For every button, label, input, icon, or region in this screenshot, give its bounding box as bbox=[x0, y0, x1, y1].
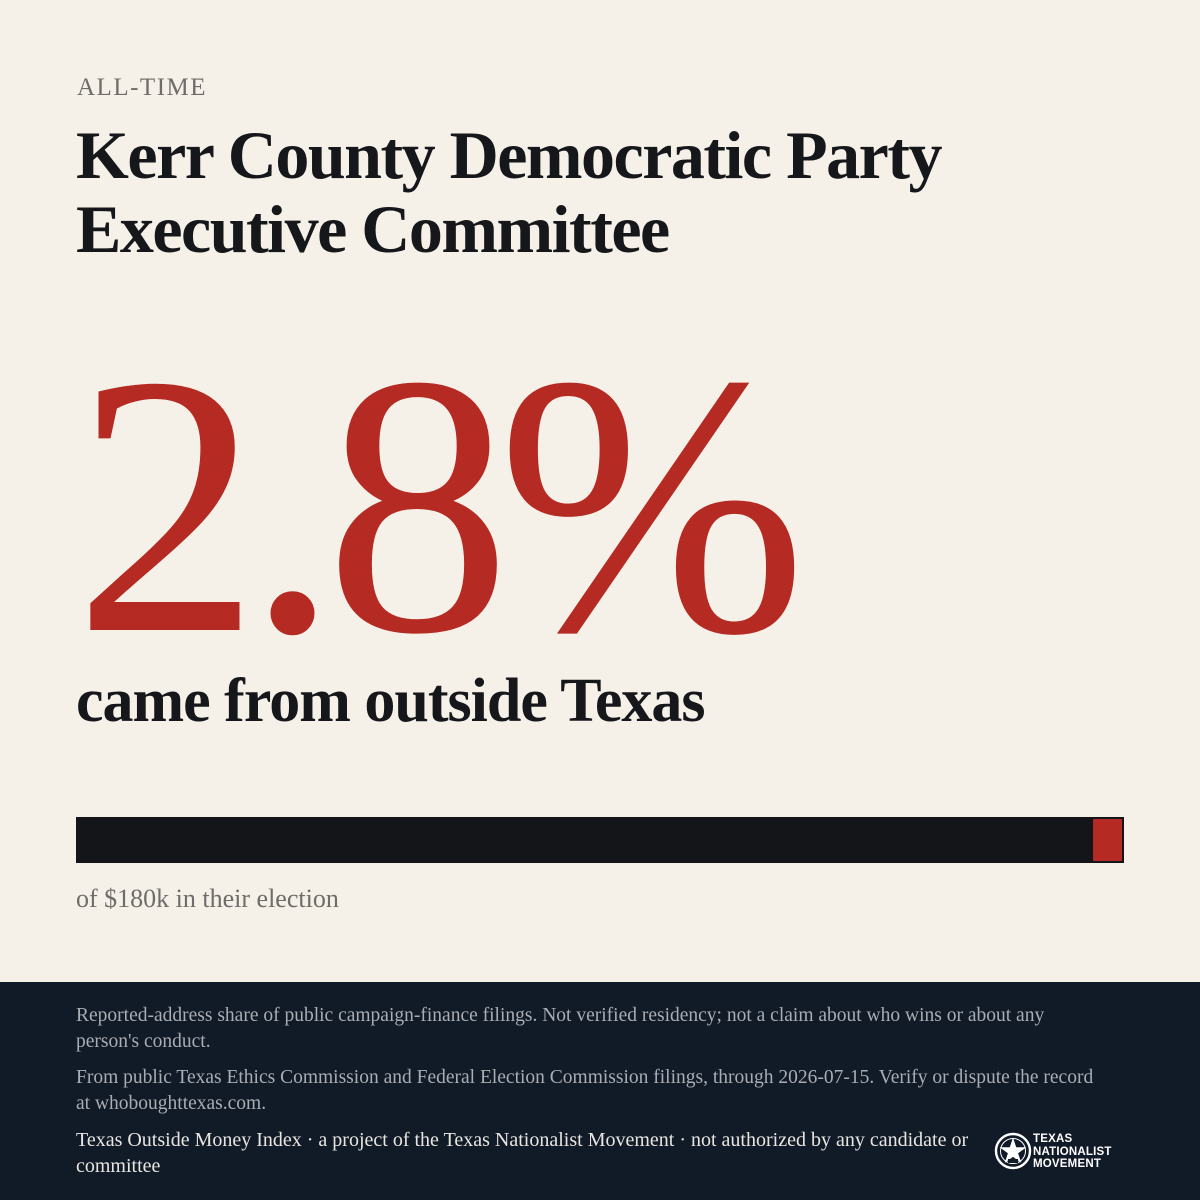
stat-caption: came from outside Texas bbox=[76, 667, 706, 735]
big-percent: 2.8% bbox=[74, 300, 807, 711]
star-seal-icon bbox=[994, 1132, 1032, 1170]
footer-credit: Texas Outside Money Index · a project of… bbox=[76, 1129, 969, 1177]
logo-line-1: TEXAS bbox=[1033, 1133, 1073, 1145]
page-title: Kerr County Democratic Party Executive C… bbox=[76, 117, 942, 267]
tnm-logo: TEXAS NATIONALIST MOVEMENT bbox=[993, 1131, 1123, 1173]
footer-source: From public Texas Ethics Commission and … bbox=[76, 1067, 1094, 1114]
share-bar-fill bbox=[1093, 819, 1122, 861]
share-bar bbox=[76, 817, 1124, 863]
logo-wordmark: TEXAS NATIONALIST MOVEMENT bbox=[1033, 1133, 1112, 1171]
footer-disclaimer: Reported-address share of public campaig… bbox=[76, 1005, 1045, 1052]
bar-caption: of $180k in their election bbox=[76, 884, 339, 913]
eyebrow-label: ALL-TIME bbox=[77, 74, 208, 101]
logo-line-3: MOVEMENT bbox=[1033, 1158, 1102, 1170]
logo-line-2: NATIONALIST bbox=[1033, 1145, 1112, 1158]
